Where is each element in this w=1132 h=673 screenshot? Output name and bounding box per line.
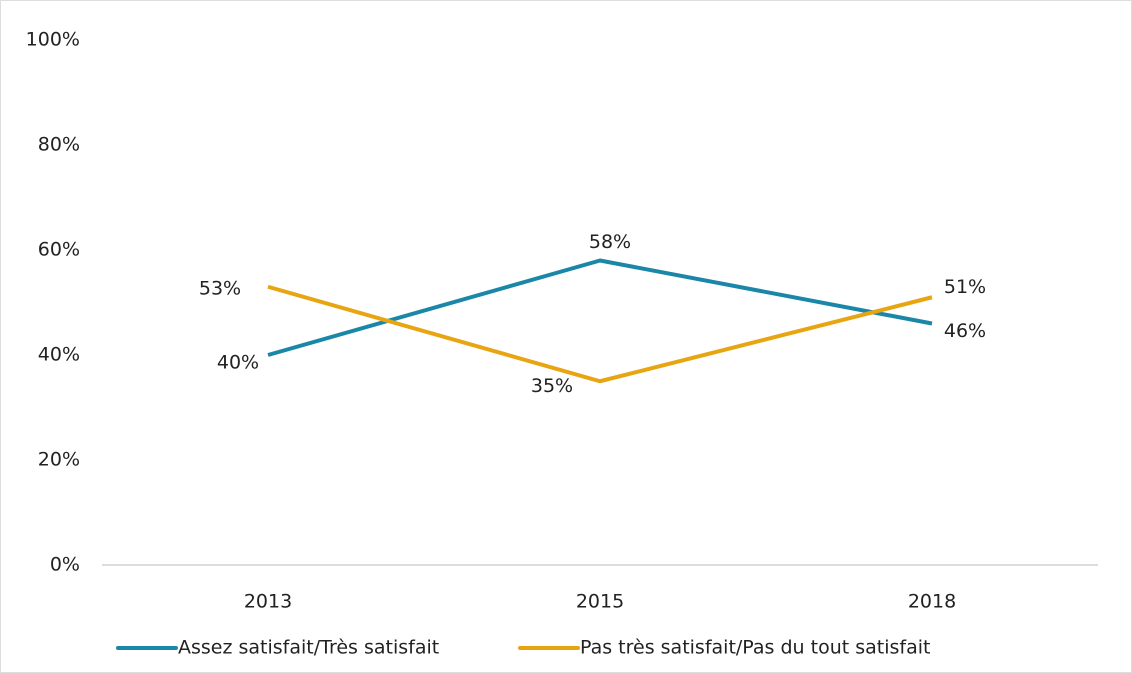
y-tick-label: 40%: [38, 344, 80, 366]
data-label: 35%: [531, 375, 573, 397]
data-label: 53%: [199, 277, 241, 299]
series-line: [267, 284, 933, 384]
data-label: 46%: [944, 320, 986, 342]
data-label: 51%: [944, 276, 986, 298]
y-tick-label: 0%: [50, 554, 80, 576]
legend-label: Assez satisfait/Très satisfait: [178, 637, 439, 659]
x-tick-label: 2015: [576, 591, 624, 613]
y-tick-label: 20%: [38, 449, 80, 471]
series-line: [267, 258, 933, 357]
y-tick-label: 80%: [38, 134, 80, 156]
x-tick-label: 2018: [908, 591, 956, 613]
y-tick-label: 60%: [38, 239, 80, 261]
data-label: 40%: [217, 352, 259, 374]
x-tick-label: 2013: [244, 591, 292, 613]
data-label: 58%: [589, 231, 631, 253]
legend-label: Pas très satisfait/Pas du tout satisfait: [580, 637, 930, 659]
y-tick-label: 100%: [26, 29, 80, 51]
